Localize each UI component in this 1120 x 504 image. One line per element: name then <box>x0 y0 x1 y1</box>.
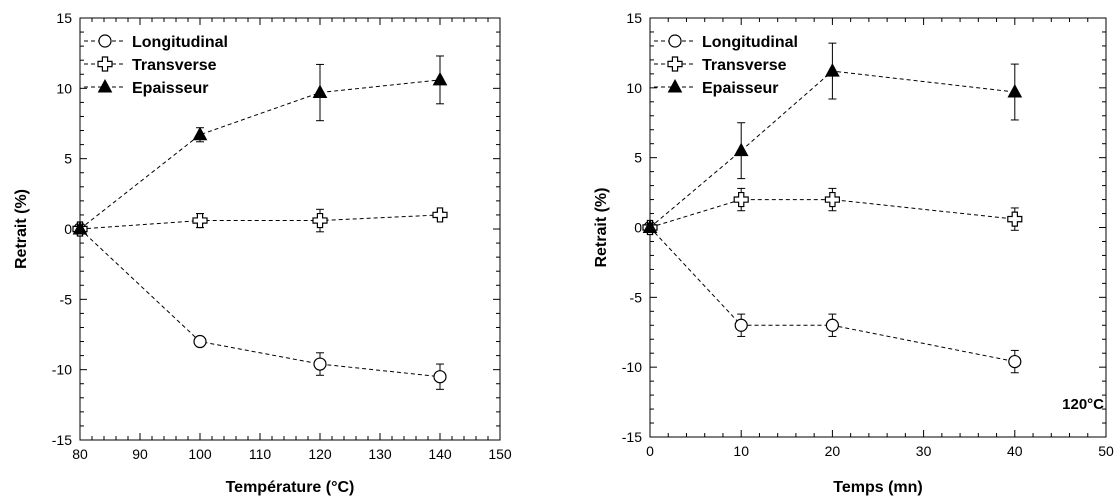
data-point <box>433 370 447 384</box>
y-tick-label: 5 <box>634 150 642 166</box>
legend-marker <box>667 78 683 93</box>
data-point <box>312 212 328 229</box>
y-tick-label: 10 <box>56 80 72 96</box>
x-tick-label: 90 <box>132 446 148 462</box>
x-tick-label: 80 <box>72 446 88 462</box>
x-axis-title: Température (°C) <box>226 479 355 496</box>
x-tick-label: 140 <box>428 446 452 462</box>
y-tick-label: -15 <box>622 429 642 445</box>
y-tick-label: -10 <box>622 359 642 375</box>
data-point <box>312 84 328 99</box>
y-tick-label: 5 <box>64 151 72 167</box>
x-tick-label: 100 <box>188 446 212 462</box>
data-point <box>432 207 448 223</box>
series-line <box>649 199 1015 228</box>
y-tick-label: -5 <box>630 289 643 305</box>
legend-marker <box>668 34 682 48</box>
x-tick-label: 110 <box>249 446 272 462</box>
chart-panel-2: 0 10 20 30 40 50 -15 -10 -5 0 5 10 15 Temps (mn) Retra… <box>593 10 1114 496</box>
data-point <box>432 71 448 86</box>
legend-label: Epaisseur <box>132 80 208 97</box>
x-tick-label: 20 <box>825 443 841 459</box>
data-point <box>824 191 840 208</box>
data-point <box>1007 83 1023 98</box>
data-point <box>733 191 749 208</box>
legend-label: Longitudinal <box>132 34 228 51</box>
legend-label: Longitudinal <box>702 34 798 51</box>
chart-panel-1: 80 90 100 110 120 130 140 150 -15 -10 -5 0 5 10 15 Temp… <box>13 10 512 496</box>
data-point <box>825 318 840 332</box>
x-tick-label: 130 <box>368 446 392 462</box>
x-tick-label: 0 <box>646 443 654 459</box>
legend-label: Epaisseur <box>702 80 778 97</box>
y-tick-label: 10 <box>626 80 642 96</box>
data-point <box>825 63 840 77</box>
data-point <box>313 357 327 371</box>
data-point <box>192 126 208 141</box>
series-line <box>79 214 441 230</box>
legend-label: Transverse <box>132 57 217 74</box>
legend-marker <box>98 34 112 48</box>
y-tick-label: -5 <box>60 291 73 307</box>
legend-marker <box>97 56 113 72</box>
data-point <box>193 334 207 349</box>
y-axis-title: Retrait (%) <box>593 187 610 267</box>
legend: Longitudinal Transverse Epaisseur <box>84 34 228 97</box>
series-longitudinal <box>643 220 1022 374</box>
legend: Longitudinal Transverse Epaisseur <box>654 34 798 97</box>
legend-label: Transverse <box>702 57 787 74</box>
x-tick-label: 30 <box>916 443 932 459</box>
data-point <box>642 219 658 233</box>
y-tick-label: 15 <box>626 10 642 26</box>
data-point <box>733 142 749 157</box>
data-point <box>1008 354 1022 369</box>
data-point <box>734 318 748 332</box>
y-tick-label: 0 <box>64 221 72 237</box>
data-point <box>1007 211 1023 227</box>
series-transverse <box>72 207 448 237</box>
series-line <box>79 79 441 230</box>
x-tick-label: 150 <box>488 446 512 462</box>
series-line <box>79 228 441 378</box>
y-tick-label: -15 <box>52 432 72 448</box>
series-line <box>649 227 1015 363</box>
x-tick-label: 50 <box>1098 443 1114 459</box>
x-tick-label: 10 <box>733 443 749 459</box>
y-tick-label: -10 <box>52 362 72 378</box>
y-axis-title: Retrait (%) <box>13 189 30 269</box>
series-transverse <box>642 187 1023 236</box>
data-point <box>192 212 208 229</box>
legend-marker <box>667 56 683 72</box>
data-point <box>72 220 88 235</box>
legend-marker <box>97 78 113 93</box>
chart-annotation: 120°C <box>1062 396 1104 413</box>
x-axis-title: Temps (mn) <box>833 479 922 496</box>
series-epaisseur <box>642 42 1023 233</box>
series-epaisseur <box>72 55 448 235</box>
series-longitudinal <box>73 222 447 390</box>
x-tick-label: 40 <box>1007 443 1023 459</box>
y-tick-label: 0 <box>634 220 642 236</box>
series-line <box>649 70 1015 228</box>
y-tick-label: 15 <box>56 10 72 26</box>
x-tick-label: 120 <box>308 446 332 462</box>
